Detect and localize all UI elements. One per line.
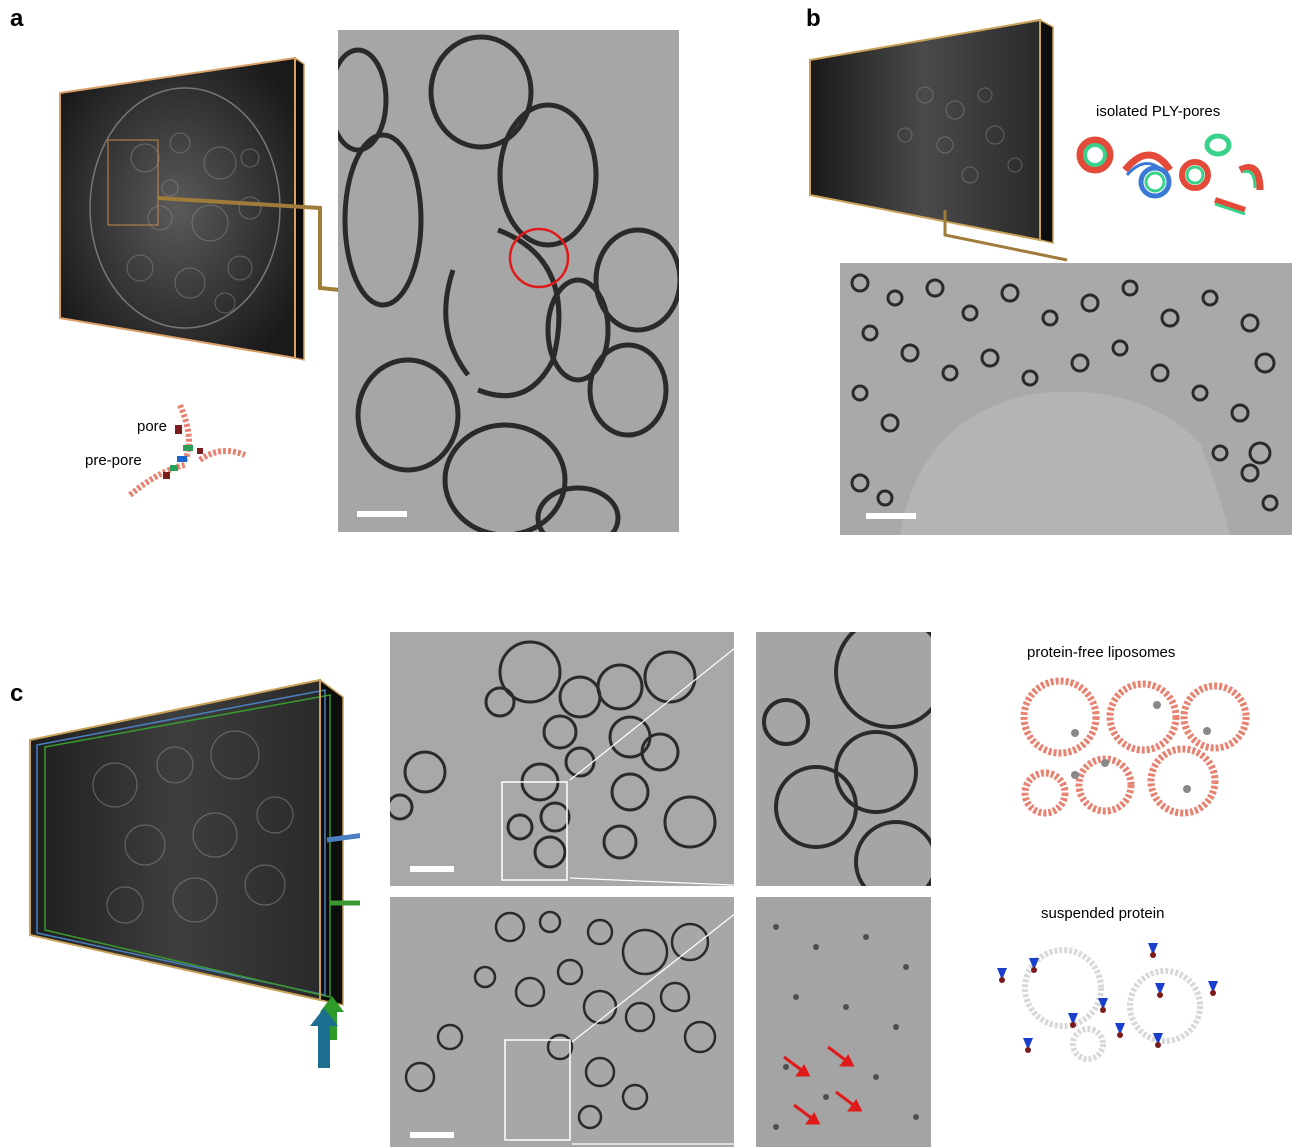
tomogram-3d-box-icon (59, 56, 341, 361)
cryo-et-zoom-c-top (756, 632, 931, 886)
cryo-et-slice-c-bottom (390, 897, 734, 1147)
protein-free-liposomes-label: protein-free liposomes (1027, 644, 1176, 661)
cryo-et-slice-b (840, 263, 1292, 535)
ply-pores-schematic-icon (1076, 133, 1264, 216)
scale-bar-c-top (410, 866, 454, 872)
cryo-et-zoom-c-bottom (756, 897, 931, 1147)
zoom-connector-lines (569, 631, 756, 1145)
panel-a-letter: a (10, 5, 24, 32)
suspended-protein-label: suspended protein (1041, 905, 1165, 922)
pore-prepore-schematic-icon (128, 403, 247, 498)
tomogram-3d-box-icon (809, 18, 1068, 262)
pre-pore-label: pre-pore (85, 452, 142, 469)
panel-c-letter: c (10, 680, 24, 707)
scale-bar-b (866, 513, 916, 519)
panel-b-letter: b (806, 5, 821, 32)
liposome-schematic-icon (1020, 677, 1250, 817)
tomogram-3d-box-icon (29, 678, 360, 1006)
isolated-ply-pores-label: isolated PLY-pores (1096, 103, 1221, 120)
viewing-direction-arrow-icon (310, 996, 344, 1068)
scale-bar-a (357, 511, 407, 517)
pore-label: pore (137, 418, 168, 435)
cryo-et-slice-c-top (390, 632, 734, 886)
cryo-et-slice-a (338, 30, 679, 532)
suspended-protein-schematic-icon (997, 943, 1218, 1062)
scale-bar-c-bottom (410, 1132, 454, 1138)
